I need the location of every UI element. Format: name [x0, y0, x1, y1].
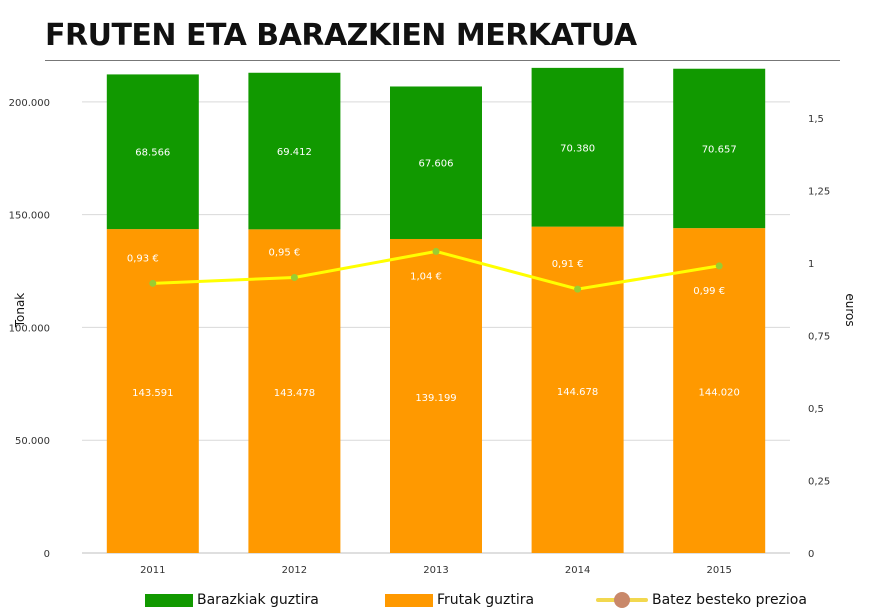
x-tick-label: 2015	[706, 565, 731, 576]
data-label-prezioa: 0,95 €	[268, 248, 300, 259]
bar-frutak	[248, 229, 341, 553]
y2-tick-label: 0,25	[808, 477, 830, 488]
legend-item-prezioa: Batez besteko prezioa	[596, 588, 807, 612]
data-label-frutak: 139.199	[415, 393, 456, 404]
y-tick-label: 0	[44, 549, 50, 560]
x-tick-label: 2014	[565, 565, 590, 576]
data-label-barazkiak: 67.606	[419, 159, 454, 170]
point-prezioa	[432, 247, 440, 255]
data-label-prezioa: 0,93 €	[127, 253, 159, 264]
point-prezioa	[149, 279, 157, 287]
legend: Barazkiak guztira Frutak guztira Batez b…	[0, 588, 870, 614]
data-label-barazkiak: 68.566	[135, 148, 170, 159]
bar-barazkiak	[531, 67, 624, 227]
bar-frutak	[673, 228, 766, 553]
y2-axis-title: euros	[843, 293, 857, 326]
legend-swatch-barazkiak	[145, 593, 193, 607]
x-tick-label: 2011	[140, 565, 165, 576]
y-axis-title: Tonak	[13, 293, 27, 329]
data-label-frutak: 143.591	[132, 388, 173, 399]
point-prezioa	[290, 274, 298, 282]
x-tick-label: 2013	[423, 565, 448, 576]
data-label-barazkiak: 69.412	[277, 147, 312, 158]
data-label-prezioa: 1,04 €	[410, 271, 442, 282]
y-tick-label: 100.000	[9, 323, 50, 334]
y-tick-label: 50.000	[15, 436, 50, 447]
y2-tick-label: 0,5	[808, 404, 824, 415]
legend-item-barazkiak: Barazkiak guztira	[145, 588, 319, 612]
legend-item-frutak: Frutak guztira	[385, 588, 534, 612]
bar-barazkiak	[106, 74, 199, 230]
y2-tick-label: 1,5	[808, 114, 824, 125]
data-label-prezioa: 0,99 €	[693, 286, 725, 297]
x-tick-label: 2012	[282, 565, 307, 576]
data-label-prezioa: 0,91 €	[552, 259, 584, 270]
y-tick-label: 150.000	[9, 211, 50, 222]
bar-frutak	[390, 238, 482, 553]
data-label-frutak: 143.478	[274, 388, 315, 399]
y-tick-label: 200.000	[9, 98, 50, 109]
data-label-barazkiak: 70.380	[560, 143, 595, 154]
point-prezioa	[715, 262, 723, 270]
legend-swatch-frutak	[385, 593, 433, 607]
legend-line-marker	[596, 592, 648, 608]
data-label-frutak: 144.020	[699, 388, 740, 399]
y2-tick-label: 0	[808, 549, 814, 560]
y2-tick-label: 0,75	[808, 332, 830, 343]
title-divider	[45, 60, 840, 61]
point-prezioa	[574, 285, 582, 293]
bar-barazkiak	[390, 86, 482, 239]
legend-label-prezioa: Batez besteko prezioa	[652, 592, 807, 608]
y2-tick-label: 1	[808, 259, 814, 270]
y2-tick-label: 1,25	[808, 187, 830, 198]
chart-title: FRUTEN ETA BARAZKIEN MERKATUA	[45, 18, 637, 53]
legend-label-frutak: Frutak guztira	[437, 592, 535, 608]
data-label-frutak: 144.678	[557, 387, 598, 398]
bar-barazkiak	[248, 72, 341, 230]
chart-plot: 0 50.000 100.000 150.000 200.000 0 0,25 0,5 0,75…	[9, 67, 857, 576]
legend-label-barazkiak: Barazkiak guztira	[197, 592, 319, 608]
bar-barazkiak	[673, 68, 766, 229]
data-label-barazkiak: 70.657	[702, 144, 737, 155]
